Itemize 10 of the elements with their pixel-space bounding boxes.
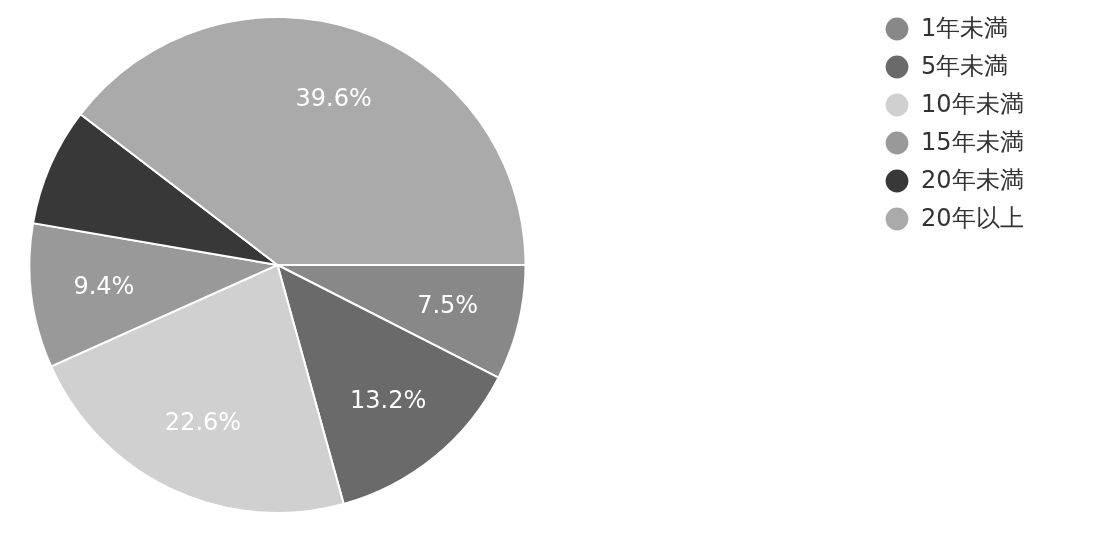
legend-label: 20年以上 [921, 204, 1024, 232]
data-label: 9.4% [73, 271, 135, 300]
data-label: 39.6% [295, 84, 372, 113]
legend-label: 1年未満 [921, 14, 1009, 42]
data-label: 13.2% [350, 385, 427, 414]
data-label: 7.5% [417, 290, 479, 319]
legend-label: 15年未満 [921, 128, 1024, 156]
legend-label: 10年未満 [921, 90, 1024, 118]
legend-label: 20年未満 [921, 166, 1024, 194]
legend-label: 5年未満 [921, 52, 1009, 80]
